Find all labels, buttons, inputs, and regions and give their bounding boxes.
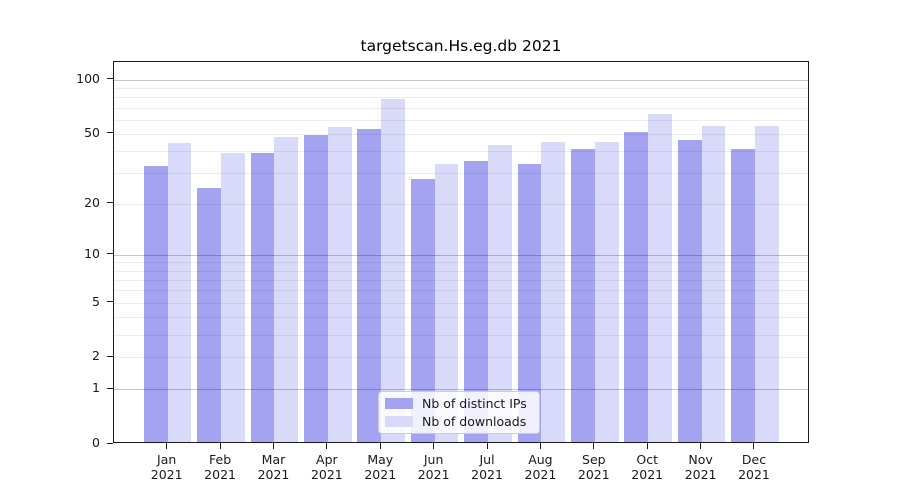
bar-layer bbox=[114, 62, 808, 442]
x-tick-mark bbox=[700, 443, 702, 449]
y-tick-mark bbox=[107, 78, 113, 80]
y-tick-mark bbox=[107, 132, 113, 134]
legend-item-downloads: Nb of downloads bbox=[385, 414, 533, 429]
bar-distinct-ips bbox=[731, 149, 755, 442]
bar-downloads bbox=[701, 125, 726, 442]
x-tick-label: Jun 2021 bbox=[417, 452, 450, 482]
plot-area bbox=[113, 61, 809, 443]
y-tick-label: 2 bbox=[92, 348, 100, 364]
gridline-minor bbox=[114, 290, 808, 292]
x-tick-label: Jul 2021 bbox=[471, 452, 503, 482]
bar-distinct-ips bbox=[571, 149, 595, 442]
legend-swatch-distinct-ips bbox=[385, 398, 413, 410]
x-tick-label: Feb 2021 bbox=[204, 452, 236, 482]
y-tick-mark bbox=[107, 387, 113, 389]
x-tick-mark bbox=[379, 443, 381, 449]
x-tick-mark bbox=[593, 443, 595, 449]
bar-downloads bbox=[381, 99, 406, 442]
y-tick-label: 10 bbox=[84, 245, 100, 261]
legend-item-distinct-ips: Nb of distinct IPs bbox=[385, 396, 533, 411]
x-tick-mark bbox=[166, 443, 168, 449]
y-tick-label: 20 bbox=[84, 194, 100, 210]
x-tick-mark bbox=[753, 443, 755, 449]
x-tick-label: Nov 2021 bbox=[684, 452, 717, 482]
gridline-minor bbox=[114, 173, 808, 175]
x-tick-label: Sep 2021 bbox=[577, 452, 610, 482]
gridline-minor bbox=[114, 150, 808, 152]
bar-distinct-ips bbox=[357, 128, 382, 442]
gridline-major bbox=[114, 79, 808, 81]
bar-distinct-ips bbox=[624, 131, 649, 442]
x-tick-mark bbox=[646, 443, 648, 449]
gridline-major bbox=[114, 389, 808, 391]
legend-label: Nb of distinct IPs bbox=[422, 396, 527, 412]
bar-downloads bbox=[488, 145, 512, 442]
grid-layer bbox=[114, 62, 808, 442]
y-tick-mark bbox=[107, 202, 113, 204]
x-tick-label: Aug 2021 bbox=[524, 452, 557, 482]
bar-distinct-ips bbox=[517, 163, 542, 442]
y-tick-mark bbox=[107, 442, 113, 444]
y-tick-label: 50 bbox=[84, 124, 100, 140]
x-tick-label: Apr 2021 bbox=[310, 452, 343, 482]
x-tick-mark bbox=[272, 443, 274, 449]
x-tick-label: Dec 2021 bbox=[738, 452, 770, 482]
bar-distinct-ips bbox=[677, 139, 702, 442]
legend-swatch-downloads bbox=[385, 415, 413, 427]
x-tick-mark bbox=[326, 443, 328, 449]
y-tick-mark bbox=[107, 253, 113, 255]
bar-downloads bbox=[594, 141, 619, 442]
x-tick-mark bbox=[539, 443, 541, 449]
gridline-minor bbox=[114, 88, 808, 90]
bar-distinct-ips bbox=[410, 179, 435, 442]
chart-title: targetscan.Hs.eg.db 2021 bbox=[360, 37, 562, 55]
bar-distinct-ips bbox=[197, 188, 222, 442]
x-tick-label: Mar 2021 bbox=[257, 452, 290, 482]
bar-downloads bbox=[754, 125, 779, 442]
gridline-minor bbox=[114, 97, 808, 99]
gridline-minor bbox=[114, 334, 808, 336]
gridline-minor bbox=[114, 107, 808, 109]
bar-downloads bbox=[541, 141, 566, 442]
x-tick-label: May 2021 bbox=[364, 452, 397, 482]
bar-distinct-ips bbox=[143, 166, 168, 442]
gridline-minor bbox=[114, 203, 808, 205]
gridline-minor bbox=[114, 262, 808, 264]
gridline-major bbox=[114, 254, 808, 256]
bar-distinct-ips bbox=[464, 161, 489, 442]
bar-distinct-ips bbox=[304, 134, 328, 442]
bar-downloads bbox=[434, 163, 459, 442]
bar-downloads bbox=[274, 136, 299, 442]
bar-downloads bbox=[167, 143, 192, 442]
x-tick-mark bbox=[433, 443, 435, 449]
gridline-minor bbox=[114, 302, 808, 304]
x-tick-label: Jan 2021 bbox=[150, 452, 183, 482]
legend-label: Nb of downloads bbox=[422, 413, 527, 429]
bar-downloads bbox=[221, 152, 245, 442]
y-tick-label: 0 bbox=[92, 435, 100, 450]
gridline-minor bbox=[114, 119, 808, 121]
x-tick-label: Oct 2021 bbox=[631, 452, 664, 482]
x-tick-mark bbox=[486, 443, 488, 449]
y-tick-label: 1 bbox=[92, 380, 100, 396]
gridline-minor bbox=[114, 270, 808, 272]
legend: Nb of distinct IPs Nb of downloads bbox=[378, 391, 540, 434]
gridline-minor bbox=[114, 317, 808, 318]
y-tick-label: 100 bbox=[76, 70, 100, 86]
y-tick-mark bbox=[107, 355, 113, 357]
bar-downloads bbox=[648, 113, 672, 442]
bar-distinct-ips bbox=[250, 152, 275, 442]
y-tick-label: 5 bbox=[92, 293, 100, 309]
gridline-minor bbox=[114, 357, 808, 359]
gridline-minor bbox=[114, 279, 808, 281]
gridline-minor bbox=[114, 133, 808, 135]
bar-downloads bbox=[327, 127, 352, 442]
y-tick-mark bbox=[107, 301, 113, 303]
x-tick-mark bbox=[219, 443, 221, 449]
